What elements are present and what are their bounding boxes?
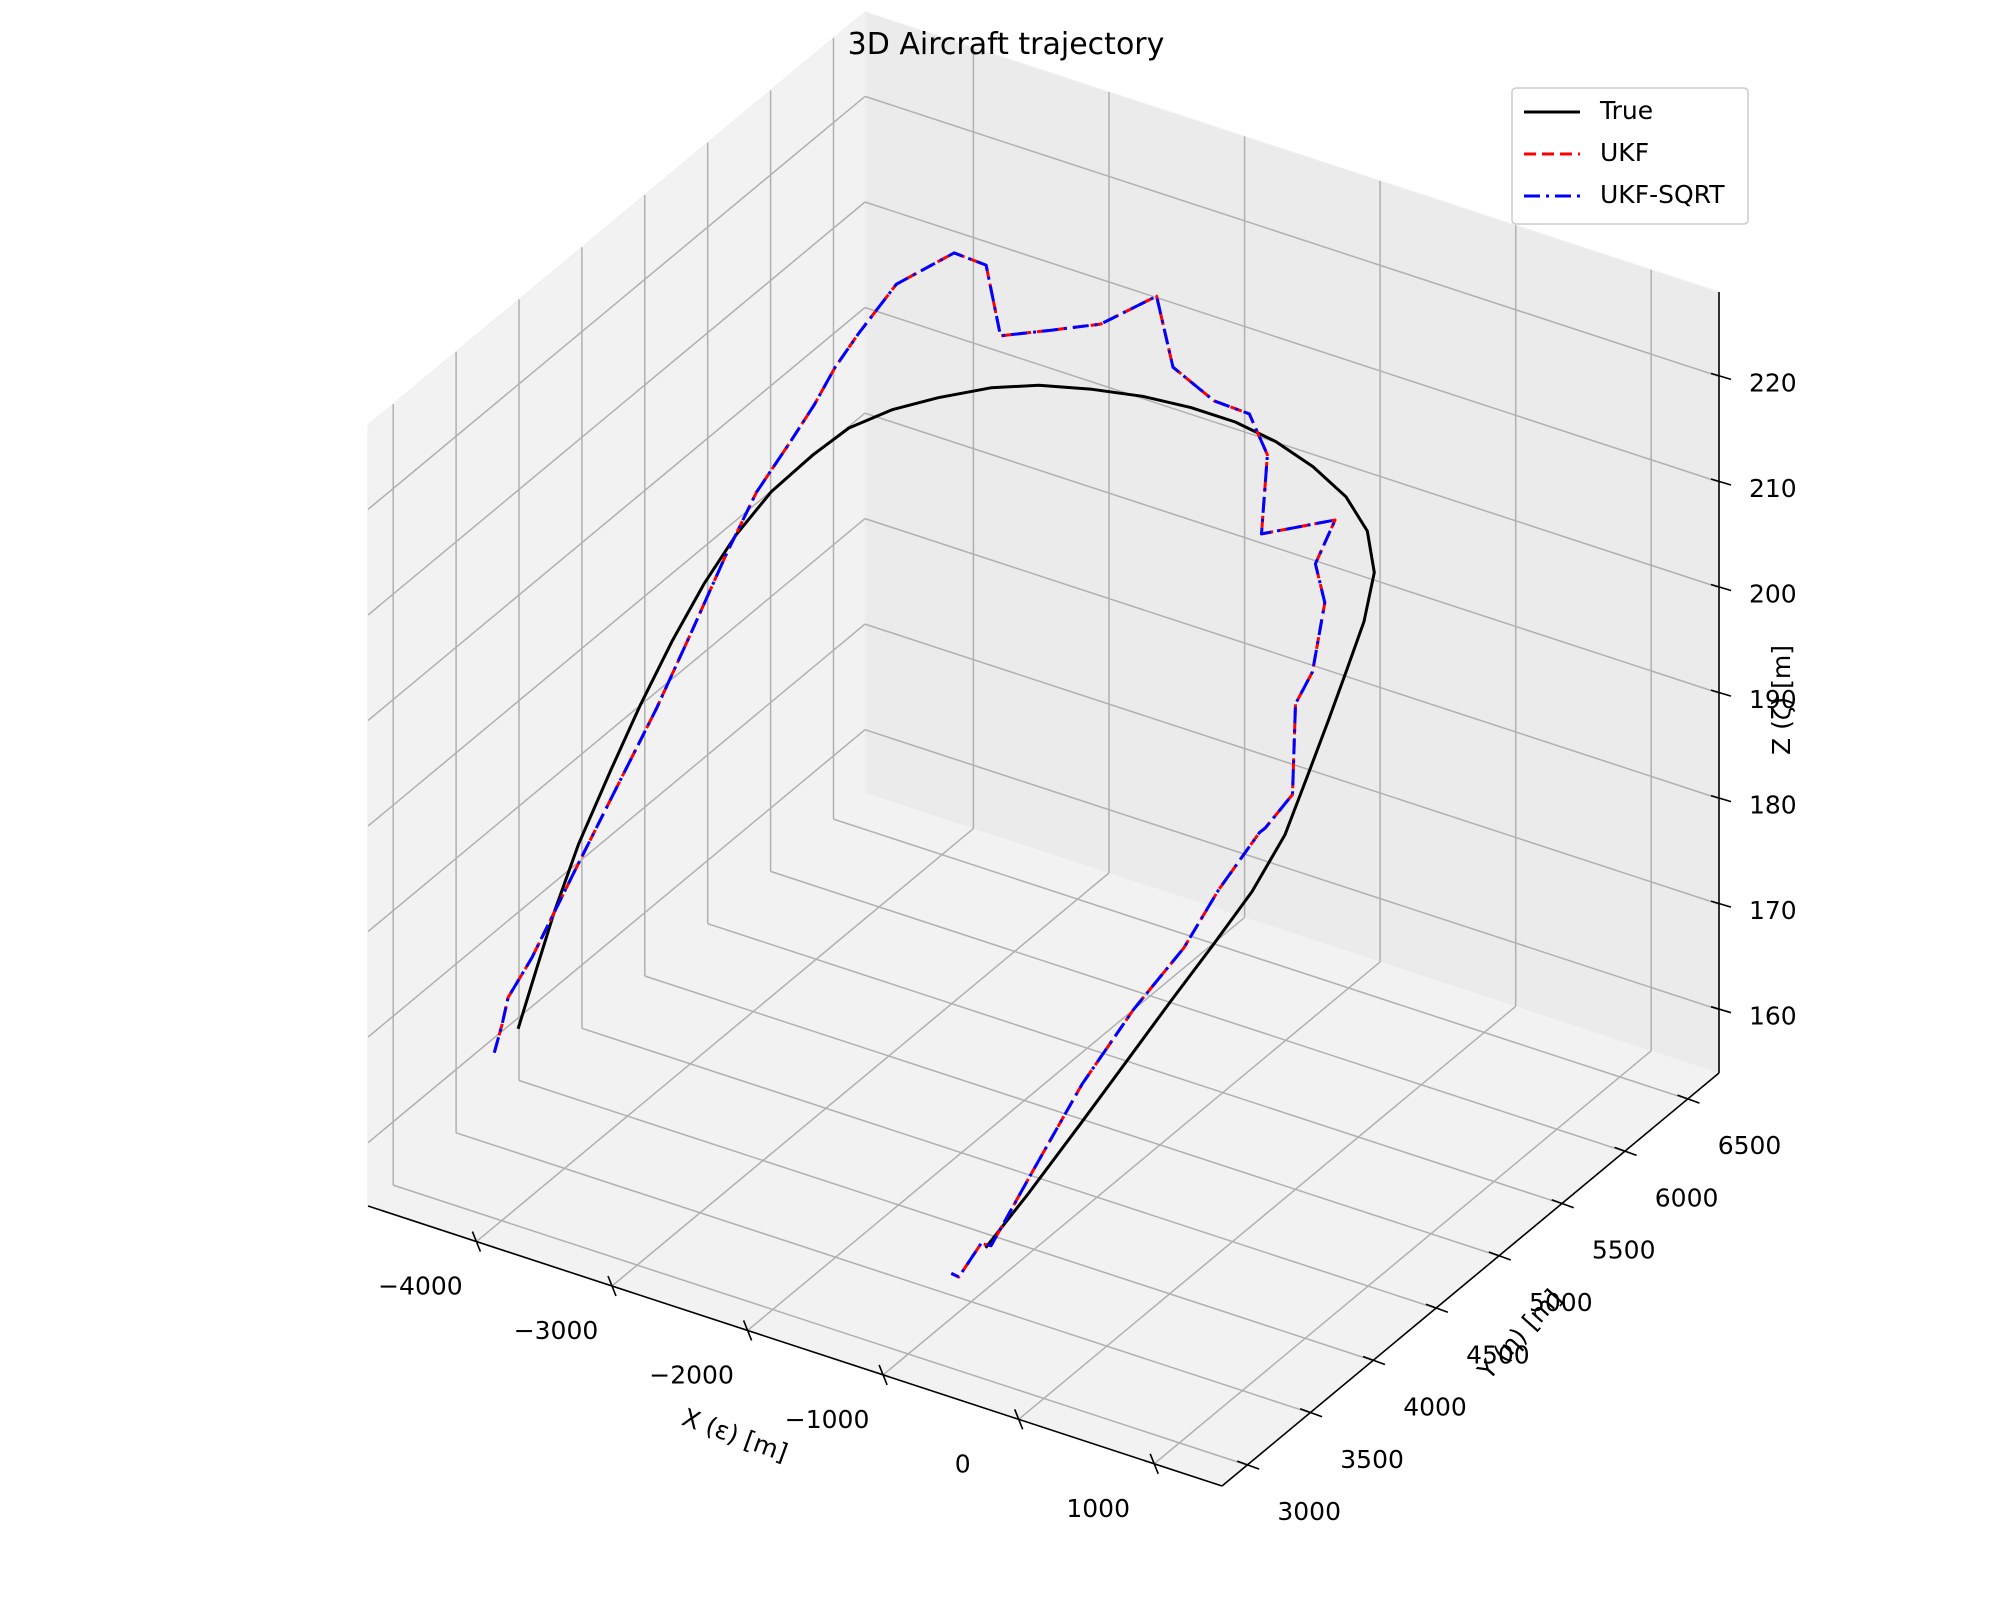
y-tick-label: 5500 (1592, 1236, 1656, 1265)
z-tick-mark (1710, 689, 1732, 697)
x-axis-line (367, 1205, 1223, 1487)
pane-edge (367, 11, 866, 426)
x-tick-label: 0 (955, 1449, 971, 1478)
y-tick-mark (1425, 1303, 1449, 1314)
z-grid-line-left (367, 306, 866, 722)
y-tick-mark (1677, 1094, 1700, 1104)
y-tick-mark (1488, 1251, 1512, 1261)
floor-pane (368, 793, 1719, 1486)
legend-label-1: UKF (1600, 138, 1649, 167)
tick-marks: −4000 −3000 −2000 −1000 0 1000 3000 3500 4000 450… (378, 368, 1797, 1526)
y-grid-line-floor (770, 870, 1625, 1153)
z-tick-label: 190 (1749, 685, 1797, 714)
z-tick-mark (1710, 372, 1732, 381)
x-grid-line-floor (882, 961, 1381, 1376)
y-grid-line-floor (707, 922, 1562, 1205)
y-grid-line-floor (833, 818, 1688, 1100)
y-tick-label: 4000 (1403, 1393, 1467, 1422)
legend-box (1511, 87, 1749, 225)
y-grid-line-floor (392, 1184, 1248, 1466)
z-grid-line-left (367, 95, 866, 510)
x-tick-mark (742, 1320, 753, 1341)
x-tick-mark (1013, 1409, 1024, 1430)
x-axis-label: X (ε) [m] (678, 1403, 791, 1468)
series-line-ukf-sqrt (492, 251, 1337, 1279)
x-grid-line-floor (747, 916, 1246, 1331)
y-axis-label: Y (η) [m] (1471, 1284, 1567, 1386)
z-axis-label: Z (ζ) [m] (1767, 645, 1796, 755)
z-grid-line-left (367, 623, 866, 1038)
y-tick-mark (1551, 1198, 1574, 1209)
y-tick-mark (1362, 1355, 1386, 1366)
x-grid-line-floor (611, 872, 1110, 1287)
z-tick-mark (1710, 478, 1732, 486)
z-tick-label: 220 (1749, 368, 1797, 397)
z-tick-label: 160 (1749, 1002, 1797, 1031)
x-tick-mark (471, 1231, 482, 1252)
x-grid-line-floor (475, 828, 974, 1243)
z-tick-label: 210 (1749, 474, 1797, 503)
y-tick-mark (1299, 1408, 1323, 1418)
z-grid-line-left (367, 518, 866, 933)
y-tick-label: 4500 (1466, 1340, 1530, 1369)
y-tick-mark (1236, 1460, 1260, 1470)
grid-lines (367, 38, 1720, 1466)
series-line-true (516, 383, 1376, 1249)
z-tick-label: 200 (1749, 580, 1797, 609)
z-tick-mark (1710, 1005, 1732, 1014)
x-tick-mark (878, 1364, 888, 1386)
z-grid-line-back (864, 623, 1720, 905)
x-grid-line-floor (1018, 1005, 1517, 1420)
x-tick-label: 1000 (1066, 1494, 1130, 1523)
x-tick-label: −4000 (378, 1272, 463, 1301)
y-axis-line (1221, 1072, 1720, 1487)
legend-label-2: UKF-SQRT (1600, 180, 1725, 209)
z-grid-line-back (864, 412, 1720, 694)
x-tick-label: −2000 (649, 1360, 734, 1389)
y-tick-label: 3000 (1277, 1497, 1341, 1526)
y-tick-label: 6500 (1718, 1131, 1782, 1160)
chart-title: 3D Aircraft trajectory (848, 27, 1165, 62)
z-tick-label: 180 (1749, 791, 1797, 820)
y-grid-line-floor (518, 1079, 1374, 1362)
y-grid-line-floor (455, 1132, 1311, 1414)
z-grid-line-back (864, 201, 1720, 483)
y-grid-line-floor (581, 1027, 1437, 1310)
y-tick-label: 5000 (1529, 1288, 1593, 1317)
z-grid-line-back (864, 95, 1720, 378)
x-tick-label: −3000 (514, 1316, 599, 1345)
legend: True UKF UKF-SQRT (1511, 87, 1749, 225)
y-tick-mark (1614, 1146, 1637, 1157)
z-grid-line-back (864, 517, 1720, 800)
axis-lines (367, 292, 1720, 1487)
z-grid-line-back (864, 728, 1720, 1011)
x-grid-line-floor (1153, 1050, 1652, 1465)
x-tick-mark (1149, 1453, 1159, 1475)
x-tick-mark (607, 1275, 617, 1297)
y-tick-label: 6000 (1655, 1183, 1719, 1212)
z-grid-line-left (367, 201, 866, 616)
z-grid-line-back (864, 306, 1720, 589)
z-tick-mark (1710, 900, 1732, 908)
z-grid-line-left (367, 729, 866, 1144)
back-wall-pane (865, 12, 1719, 1073)
left-wall-pane (368, 12, 865, 1206)
y-grid-line-floor (644, 975, 1500, 1257)
pane-edge (864, 11, 1720, 293)
legend-label-0: True (1599, 96, 1653, 125)
z-tick-mark (1710, 794, 1732, 803)
x-tick-label: −1000 (785, 1405, 870, 1434)
y-tick-label: 3500 (1340, 1445, 1404, 1474)
data-series (492, 251, 1376, 1279)
axis-panes (367, 11, 1720, 1486)
z-tick-label: 170 (1749, 896, 1797, 925)
z-tick-mark (1710, 583, 1732, 592)
